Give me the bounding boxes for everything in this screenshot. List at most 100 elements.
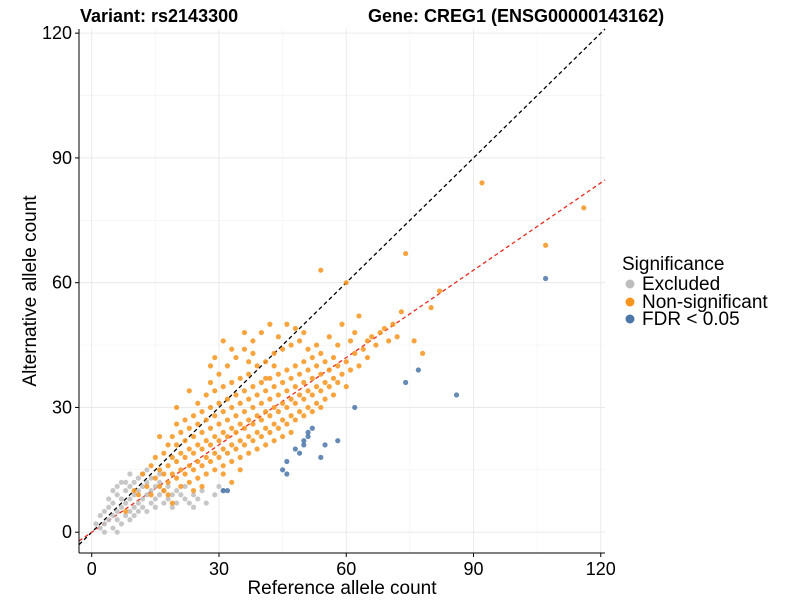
point-non-significant	[352, 350, 358, 356]
point-non-significant	[360, 346, 366, 352]
point-excluded	[118, 504, 125, 510]
point-non-significant	[267, 429, 273, 435]
point-excluded	[123, 479, 129, 485]
point-non-significant	[292, 363, 298, 369]
point-non-significant	[318, 388, 324, 394]
point-non-significant	[148, 492, 154, 498]
point-non-significant	[237, 421, 243, 427]
point-non-significant	[229, 404, 235, 411]
point-excluded	[101, 508, 108, 515]
point-non-significant	[292, 325, 298, 332]
point-fdr-0-05	[352, 404, 358, 411]
point-non-significant	[246, 417, 252, 423]
point-excluded	[127, 508, 133, 515]
point-non-significant	[581, 205, 587, 211]
point-excluded	[144, 492, 150, 498]
point-excluded	[173, 488, 180, 494]
point-excluded	[135, 488, 141, 494]
point-non-significant	[271, 350, 277, 356]
point-non-significant	[309, 354, 315, 361]
point-excluded	[114, 492, 120, 498]
point-non-significant	[347, 338, 354, 344]
point-excluded	[140, 483, 146, 490]
point-non-significant	[318, 404, 324, 411]
point-excluded	[186, 500, 192, 506]
point-non-significant	[398, 309, 404, 315]
point-excluded	[97, 512, 103, 519]
point-non-significant	[207, 363, 214, 369]
point-non-significant	[347, 367, 354, 373]
point-non-significant	[335, 363, 341, 369]
point-non-significant	[237, 467, 243, 473]
point-excluded	[106, 517, 112, 523]
point-non-significant	[220, 338, 226, 344]
point-excluded	[156, 492, 163, 498]
point-non-significant	[173, 404, 180, 411]
point-non-significant	[305, 346, 311, 352]
point-non-significant	[165, 492, 171, 498]
point-excluded	[144, 467, 150, 473]
point-non-significant	[237, 375, 243, 381]
y-tick-label: 0	[62, 522, 72, 542]
point-non-significant	[246, 359, 252, 365]
title-gene: Gene: CREG1 (ENSG00000143162)	[368, 6, 664, 26]
point-non-significant	[186, 446, 192, 452]
point-non-significant	[173, 475, 180, 481]
point-non-significant	[411, 338, 417, 344]
point-excluded	[127, 483, 133, 490]
point-non-significant	[254, 446, 260, 452]
point-non-significant	[258, 417, 265, 423]
point-excluded	[148, 500, 154, 506]
point-non-significant	[403, 250, 409, 257]
point-fdr-0-05	[305, 433, 311, 440]
point-non-significant	[394, 334, 400, 340]
point-non-significant	[301, 396, 307, 402]
point-non-significant	[241, 388, 248, 394]
x-axis-label: Reference allele count	[247, 578, 437, 599]
point-non-significant	[131, 488, 137, 494]
point-non-significant	[161, 450, 167, 456]
point-non-significant	[258, 400, 265, 406]
point-non-significant	[275, 409, 281, 415]
point-non-significant	[233, 413, 239, 419]
point-non-significant	[309, 375, 315, 381]
point-fdr-0-05	[284, 458, 290, 465]
point-non-significant	[165, 479, 171, 485]
point-excluded	[190, 504, 197, 510]
point-non-significant	[195, 400, 201, 406]
point-non-significant	[156, 467, 163, 473]
point-non-significant	[364, 354, 371, 361]
point-excluded	[123, 488, 129, 494]
point-non-significant	[182, 417, 188, 423]
point-non-significant	[152, 475, 158, 481]
point-non-significant	[165, 463, 171, 469]
point-non-significant	[229, 479, 235, 485]
point-non-significant	[280, 400, 286, 406]
point-non-significant	[250, 384, 256, 390]
point-non-significant	[330, 354, 337, 361]
point-non-significant	[543, 242, 549, 248]
point-non-significant	[352, 329, 358, 336]
point-excluded	[195, 496, 201, 502]
point-non-significant	[169, 433, 175, 440]
point-non-significant	[233, 446, 239, 452]
point-non-significant	[212, 388, 218, 394]
point-non-significant	[326, 367, 332, 373]
point-non-significant	[288, 342, 294, 348]
point-excluded	[182, 496, 188, 502]
point-non-significant	[263, 388, 269, 394]
point-non-significant	[250, 350, 256, 356]
point-non-significant	[267, 396, 273, 402]
point-excluded	[118, 496, 125, 502]
point-non-significant	[195, 458, 201, 465]
point-non-significant	[220, 409, 226, 415]
point-excluded	[131, 504, 137, 510]
point-non-significant	[156, 433, 163, 440]
point-non-significant	[233, 392, 239, 398]
point-non-significant	[190, 467, 197, 473]
point-excluded	[110, 500, 116, 506]
point-non-significant	[288, 396, 294, 402]
point-fdr-0-05	[301, 442, 307, 448]
point-non-significant	[207, 442, 214, 448]
point-non-significant	[229, 442, 235, 448]
